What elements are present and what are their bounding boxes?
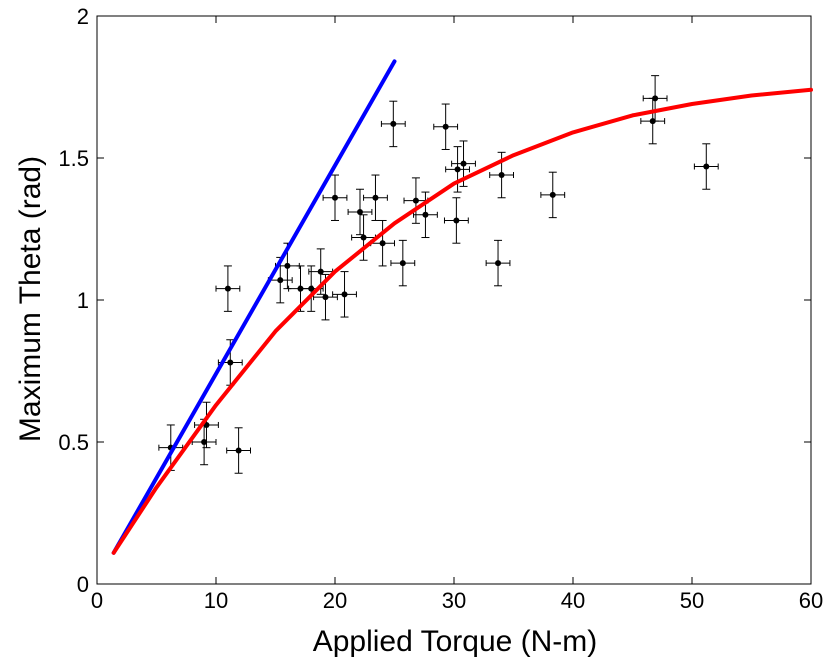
x-tick-label: 60: [799, 588, 823, 613]
data-point-marker: [322, 294, 329, 301]
data-point-marker: [442, 123, 449, 130]
y-tick-label: 1: [77, 288, 89, 313]
data-point: [313, 273, 338, 321]
x-tick-label: 0: [91, 588, 103, 613]
x-tick-label: 20: [323, 588, 347, 613]
data-point: [413, 191, 438, 239]
data-point: [443, 197, 469, 244]
y-tick-label: 1.5: [58, 146, 89, 171]
data-point: [540, 171, 566, 219]
data-point: [215, 265, 241, 312]
data-point: [693, 143, 719, 190]
data-point-marker: [390, 120, 397, 127]
data-point: [226, 427, 252, 474]
data-point: [390, 239, 416, 287]
data-point-marker: [277, 277, 284, 284]
x-tick-label: 30: [442, 588, 466, 613]
data-point-marker: [224, 285, 231, 292]
data-point-marker: [308, 285, 315, 292]
data-point: [433, 103, 459, 150]
data-point-marker: [652, 95, 659, 102]
x-axis-label: Applied Torque (N-m): [313, 625, 598, 658]
data-point: [322, 174, 348, 221]
data-point-marker: [703, 163, 710, 170]
data-point-marker: [399, 260, 406, 267]
data-point: [308, 248, 334, 295]
data-point: [351, 214, 376, 261]
x-tick-label: 50: [680, 588, 704, 613]
curve-fit-line: [111, 87, 813, 555]
data-point-marker: [412, 197, 419, 204]
data-point-marker: [498, 172, 505, 179]
data-point: [642, 75, 668, 122]
data-point-marker: [227, 359, 234, 366]
data-point: [403, 177, 429, 224]
data-point-marker: [201, 439, 208, 445]
data-point-marker: [549, 191, 556, 198]
data-point-marker: [453, 217, 460, 224]
data-point-marker: [379, 240, 386, 247]
data-point-marker: [495, 260, 502, 267]
data-point-marker: [235, 447, 242, 454]
data-point-marker: [332, 194, 338, 201]
x-tick-label: 10: [204, 588, 228, 613]
data-point-marker: [460, 160, 467, 167]
data-point-marker: [317, 268, 324, 275]
data-point-marker: [356, 208, 363, 215]
y-axis-label: Maximum Theta (rad): [14, 156, 47, 442]
linear-fit-line: [111, 59, 397, 555]
data-point: [485, 239, 511, 287]
data-point-marker: [372, 194, 379, 201]
data-point: [332, 271, 357, 318]
plot-layer: 0 10 20 30 40 50 60 0 0.5 1 1.5 2: [58, 4, 823, 613]
x-tick-label: 40: [561, 588, 585, 613]
data-point: [363, 174, 388, 221]
data-point-marker: [360, 234, 367, 241]
data-point-marker: [284, 262, 291, 269]
y-tick-label: 0: [77, 572, 89, 597]
data-point: [380, 100, 406, 148]
y-tick-label: 2: [77, 4, 89, 29]
data-point: [445, 146, 470, 193]
y-tick-label: 0.5: [58, 430, 89, 455]
data-point-marker: [422, 211, 429, 218]
data-point-marker: [341, 291, 348, 298]
data-point-marker: [454, 166, 461, 173]
